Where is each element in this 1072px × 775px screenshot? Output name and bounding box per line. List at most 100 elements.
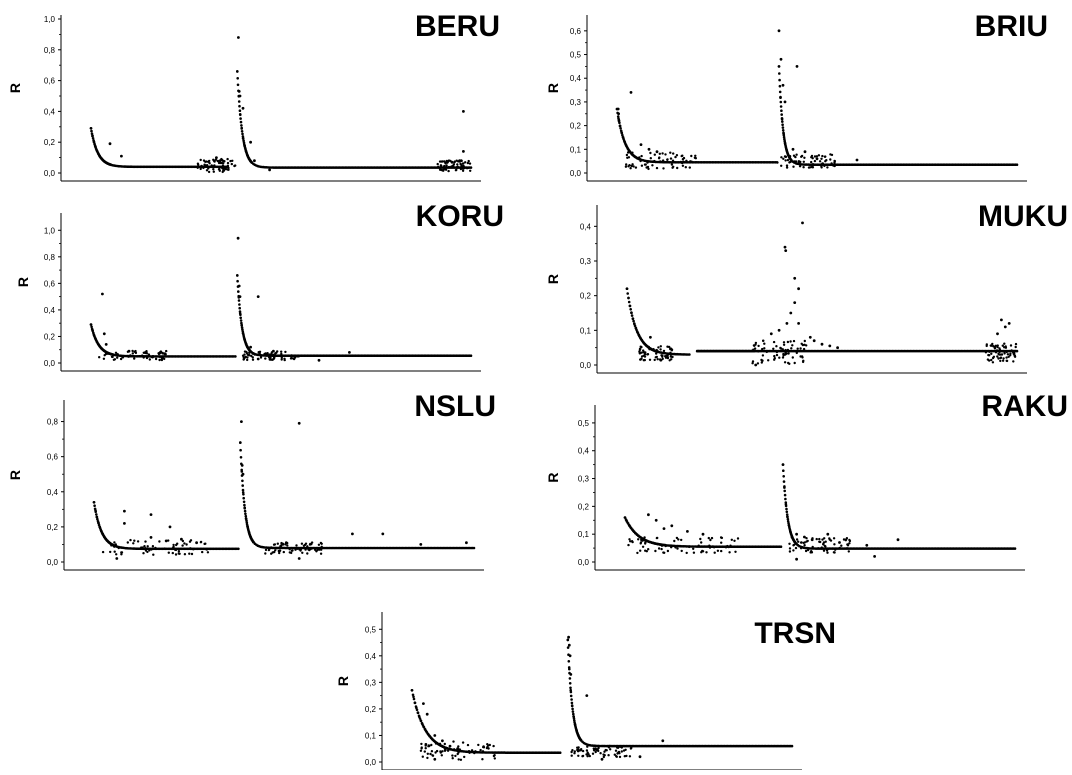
data-point (781, 120, 784, 123)
data-point (576, 746, 579, 749)
data-point-outlier (661, 739, 665, 743)
data-point (788, 547, 792, 550)
data-point (464, 161, 467, 164)
data-point (208, 159, 211, 163)
data-point-outlier (783, 100, 787, 104)
data-point (243, 503, 246, 507)
data-point (141, 354, 144, 357)
data-point (663, 551, 666, 554)
data-point (777, 65, 781, 68)
data-point (196, 166, 199, 169)
data-point (459, 163, 462, 166)
data-point (786, 340, 790, 344)
data-point (783, 485, 786, 488)
data-point (245, 352, 249, 355)
data-point (668, 345, 671, 349)
data-point (646, 353, 650, 356)
data-point (415, 708, 419, 712)
data-point-outlier (567, 635, 570, 639)
data-point (833, 543, 836, 546)
data-point (229, 159, 232, 163)
data-point (751, 362, 754, 365)
data-point (581, 749, 585, 753)
data-point (456, 752, 459, 756)
data-point (571, 707, 574, 711)
data-point (639, 358, 642, 361)
data-point (171, 551, 174, 555)
data-point (811, 545, 814, 549)
data-point-outlier (215, 156, 218, 160)
data-point (767, 359, 770, 362)
data-point (1013, 547, 1017, 550)
data-point (144, 547, 147, 550)
data-point (157, 352, 160, 355)
data-point (829, 153, 832, 156)
data-point (677, 538, 680, 541)
data-point (662, 349, 666, 353)
data-point (90, 129, 93, 133)
data-point (576, 748, 579, 752)
data-point (645, 166, 648, 169)
data-point (778, 84, 782, 88)
data-point-outlier (272, 349, 275, 353)
data-point-outlier (784, 249, 788, 253)
data-point (265, 352, 269, 356)
data-point (462, 164, 465, 168)
data-point (784, 159, 787, 162)
data-point (653, 358, 656, 362)
data-point (649, 157, 652, 160)
data-point (797, 162, 800, 165)
data-point (601, 744, 605, 748)
data-point (577, 754, 580, 757)
data-point (803, 343, 806, 346)
data-point (1009, 354, 1012, 357)
data-point-outlier (317, 358, 321, 362)
data-point (236, 70, 239, 73)
data-point (412, 697, 416, 701)
data-point (649, 151, 652, 155)
data-point (120, 551, 123, 554)
data-point (690, 160, 693, 163)
data-point (1001, 350, 1005, 353)
data-point (104, 352, 108, 356)
data-point (272, 353, 275, 356)
data-point (163, 547, 166, 550)
data-point (666, 356, 670, 359)
data-point (806, 539, 809, 543)
data-point-outlier (670, 524, 674, 528)
data-point (986, 358, 990, 361)
data-point (160, 358, 163, 361)
data-point (629, 308, 632, 311)
data-point (420, 742, 423, 746)
data-point-outlier (433, 757, 437, 761)
data-point (782, 135, 786, 139)
data-point (586, 745, 589, 748)
data-point (580, 748, 583, 751)
data-point (734, 550, 737, 553)
data-point (1003, 352, 1006, 355)
data-point (720, 536, 724, 540)
data-point (840, 544, 843, 547)
data-point (657, 346, 660, 349)
data-point (205, 548, 208, 551)
data-point (470, 749, 474, 752)
data-point (1012, 360, 1015, 363)
data-point (670, 355, 673, 358)
data-point (594, 750, 597, 754)
data-point (781, 126, 785, 129)
data-point (638, 352, 642, 355)
data-point (111, 354, 115, 357)
data-point (688, 166, 691, 169)
data-point (151, 545, 155, 548)
data-point-outlier (297, 557, 301, 560)
data-point (627, 156, 631, 159)
data-point (244, 512, 247, 516)
data-point (631, 151, 634, 154)
data-point (157, 355, 161, 358)
data-point (833, 551, 836, 554)
data-point (106, 352, 110, 355)
data-point-outlier (240, 420, 243, 423)
data-point-outlier (795, 557, 798, 561)
data-point (114, 543, 118, 546)
data-point (999, 353, 1002, 356)
